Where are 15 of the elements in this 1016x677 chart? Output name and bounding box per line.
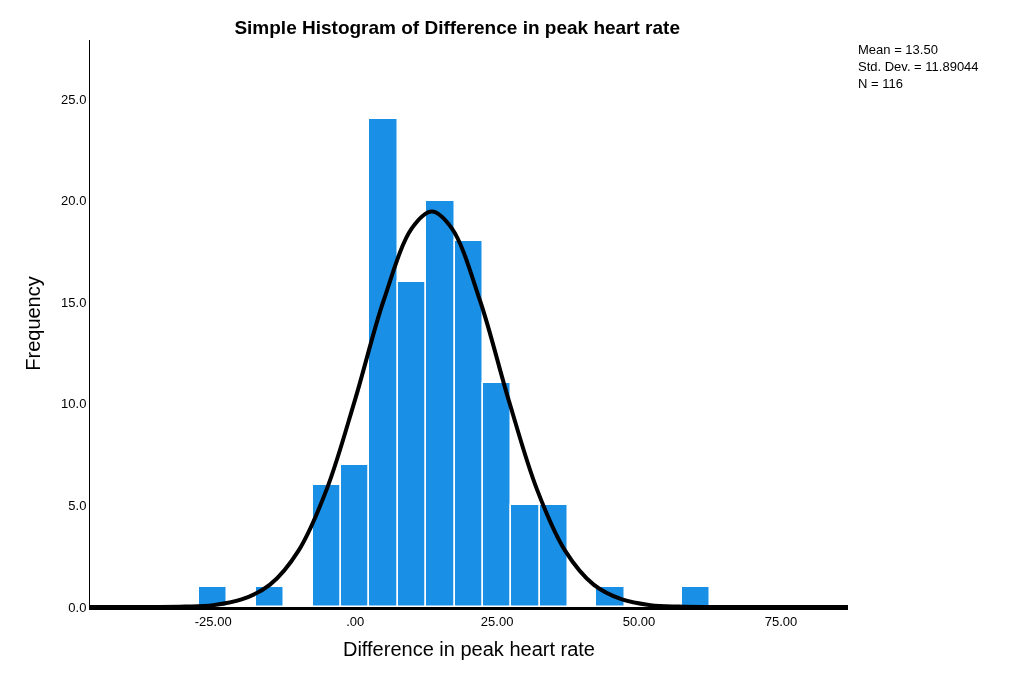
y-tick-label: 15.0 [61, 294, 87, 310]
x-axis-title: Difference in peak heart rate [342, 638, 596, 661]
text: Mean = 13.50 Std. Dev. = 11.89044 N = 116 [858, 42, 979, 91]
y-tick-label: 5.0 [68, 497, 87, 513]
x-tick-label: 50.00 [622, 613, 656, 629]
y-tick-label: 10.0 [61, 396, 87, 412]
y-axis-title: Frequency [21, 276, 44, 371]
x-tick-label: 25.00 [480, 613, 514, 629]
chart-title: Simple Histogram of Difference in peak heart rate [234, 16, 680, 38]
y-tick-label: 25.0 [61, 91, 87, 107]
x-tick-label: 75.00 [764, 613, 798, 629]
x-tick-label: -25.00 [194, 613, 232, 629]
y-tick-label: 20.0 [61, 193, 87, 209]
y-tick-label: 0.0 [68, 599, 87, 615]
x-tick-label: .00 [346, 613, 365, 629]
